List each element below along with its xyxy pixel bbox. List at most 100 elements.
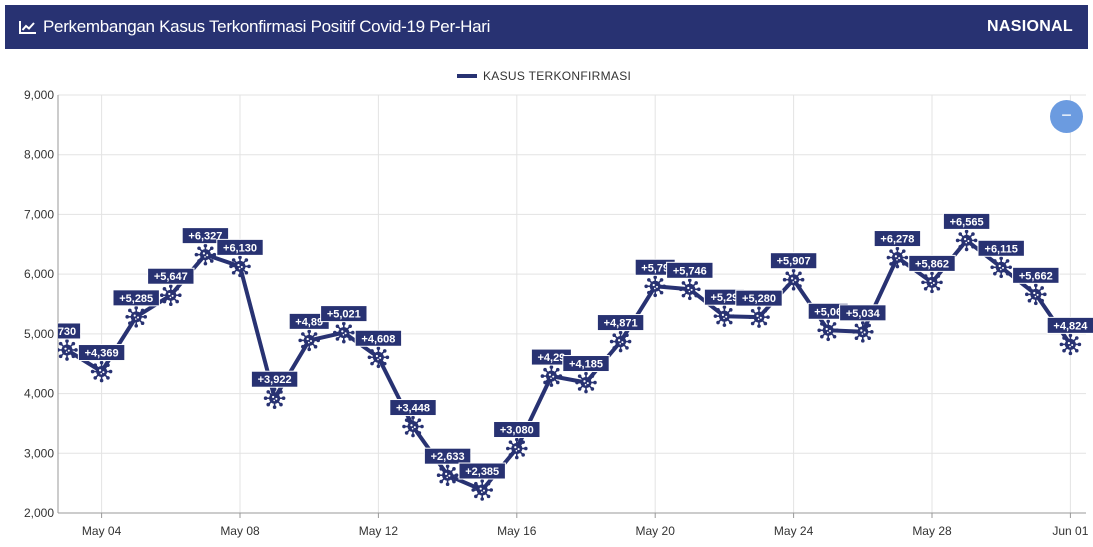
- data-label: +5,280: [742, 293, 776, 305]
- data-label: +5,79: [641, 262, 669, 274]
- data-label-box: [112, 289, 160, 307]
- data-label: +4,824: [1053, 320, 1088, 332]
- data-label-box: [216, 238, 264, 256]
- data-label: +6,130: [223, 242, 257, 254]
- data-point-virus-icon: [748, 306, 770, 328]
- data-point-virus-icon: [782, 268, 805, 291]
- data-label-box: [58, 322, 82, 340]
- data-label-box: [147, 267, 195, 285]
- y-tick-label: 9,000: [24, 88, 54, 102]
- data-label: 730: [58, 326, 76, 338]
- x-tick-label: May 04: [82, 524, 122, 538]
- data-point-virus-icon: [471, 479, 494, 501]
- data-label: +4,29: [537, 352, 565, 364]
- x-tick-label: May 08: [220, 524, 260, 538]
- data-point-virus-icon: [229, 255, 251, 278]
- chart-title: Perkembangan Kasus Terkonfirmasi Positif…: [43, 17, 491, 36]
- legend-swatch: [457, 74, 477, 78]
- data-label: +5,862: [915, 258, 949, 270]
- x-tick-label: May 20: [636, 524, 676, 538]
- data-label-box: [769, 252, 818, 270]
- zoom-out-button[interactable]: −: [1050, 100, 1083, 133]
- data-point-virus-icon: [540, 365, 563, 387]
- data-label: +5,29: [710, 292, 738, 304]
- data-point-virus-icon: [194, 243, 217, 266]
- data-point-virus-icon: [609, 330, 632, 353]
- data-label-box: [493, 421, 541, 439]
- data-label-box: [839, 304, 887, 322]
- data-point-virus-icon: [263, 387, 286, 410]
- data-point-virus-icon: [367, 346, 390, 369]
- x-tick-label: May 12: [359, 524, 399, 538]
- data-point-virus-icon: [644, 275, 666, 298]
- data-label: +4,608: [361, 333, 395, 345]
- data-point-virus-icon: [955, 229, 978, 252]
- data-label: +3,922: [258, 374, 292, 386]
- data-label-box: [942, 212, 991, 230]
- data-label: +5,06: [814, 306, 842, 318]
- data-point-virus-icon: [402, 415, 424, 438]
- x-tick-label: May 16: [497, 524, 537, 538]
- data-point-virus-icon: [506, 437, 528, 460]
- legend-label: KASUS TERKONFIRMASI: [483, 69, 631, 83]
- data-label: +5,021: [327, 309, 361, 321]
- data-point-virus-icon: [921, 271, 943, 294]
- x-tick-label: Jun 01: [1052, 524, 1088, 538]
- data-label-box: [1046, 316, 1093, 334]
- data-point-virus-icon: [436, 464, 459, 487]
- data-label-box: [666, 261, 714, 279]
- y-tick-label: 4,000: [24, 387, 54, 401]
- data-label: +5,034: [846, 308, 881, 320]
- data-label-box: [250, 370, 299, 388]
- y-tick-label: 5,000: [24, 327, 54, 341]
- data-label: +2,385: [465, 466, 499, 478]
- plot-area: [58, 229, 1082, 501]
- data-label: +6,278: [880, 234, 914, 246]
- data-label: +4,369: [85, 348, 119, 360]
- y-tick-label: 8,000: [24, 148, 54, 162]
- data-label-box: [562, 355, 610, 373]
- data-label-box: [77, 344, 126, 362]
- x-tick-label: May 28: [912, 524, 952, 538]
- data-label-box: [1012, 266, 1060, 284]
- series-line: [65, 238, 1073, 492]
- data-label: +4,89: [295, 316, 323, 328]
- data-label-box: [423, 447, 472, 465]
- data-point-virus-icon: [125, 306, 147, 328]
- data-label: +6,565: [950, 216, 984, 228]
- y-tick-label: 7,000: [24, 207, 54, 221]
- data-point-virus-icon: [1059, 333, 1082, 356]
- title-wrap: Perkembangan Kasus Terkonfirmasi Positif…: [19, 5, 490, 49]
- data-label-box: [908, 254, 956, 272]
- data-label-box: [320, 305, 368, 323]
- data-point-virus-icon: [679, 278, 701, 301]
- data-point-virus-icon: [817, 319, 839, 342]
- data-point-virus-icon: [1025, 283, 1047, 306]
- data-label: +3,080: [500, 425, 534, 437]
- data-point-virus-icon: [852, 321, 874, 343]
- data-label: +4,185: [569, 359, 603, 371]
- data-point-virus-icon: [298, 329, 321, 352]
- data-labels: 730 +4,369 +5,285+5,647 +6,327+6,130 +3,922 +…: [58, 212, 1093, 480]
- data-label-box: [389, 399, 437, 417]
- data-point-virus-icon: [90, 360, 113, 383]
- x-tick-label: May 24: [774, 524, 814, 538]
- data-point-virus-icon: [333, 321, 355, 344]
- data-label-box: [735, 289, 783, 307]
- data-label-box: [596, 314, 645, 332]
- data-label: +6,327: [188, 231, 222, 243]
- data-point-virus-icon: [58, 339, 78, 361]
- region-label: NASIONAL: [987, 18, 1073, 35]
- data-point-virus-icon: [886, 246, 909, 269]
- data-label: +4,871: [604, 318, 638, 330]
- data-label: +5,662: [1019, 270, 1053, 282]
- data-label: +6,115: [985, 243, 1018, 255]
- data-label-box: [977, 239, 1025, 257]
- data-label-box: [354, 329, 403, 347]
- y-tick-label: 3,000: [24, 446, 54, 460]
- y-tick-label: 2,000: [24, 506, 54, 520]
- data-label: +5,285: [119, 293, 153, 305]
- data-label-box: [458, 462, 506, 480]
- data-label: +5,647: [154, 271, 188, 283]
- data-point-virus-icon: [713, 305, 736, 327]
